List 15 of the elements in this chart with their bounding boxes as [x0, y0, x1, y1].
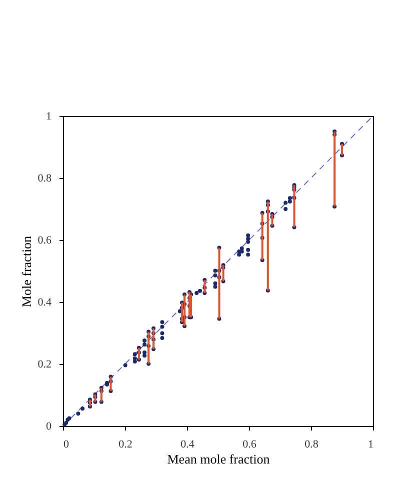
x-tick-label: 0.6 [242, 438, 257, 450]
y-tick-label: 0.8 [38, 172, 52, 184]
x-tick-label: 0.4 [180, 438, 195, 450]
y-tick-label: 0 [46, 420, 52, 432]
x-tick-label: 1 [368, 438, 374, 450]
y-tick-label: 0.2 [38, 358, 52, 370]
y-tick-label: 0.6 [38, 234, 52, 246]
x-tick-label: 0.8 [304, 438, 319, 450]
y-tick-label: 1 [46, 110, 52, 122]
y-tick-label: 0.4 [38, 296, 52, 308]
x-tick-label: 0 [64, 438, 70, 450]
x-tick-label: 0.2 [118, 438, 132, 450]
bar [204, 280, 206, 294]
x-axis-title: Mean mole fraction [167, 452, 270, 466]
y-axis-title: Mole fraction [18, 235, 34, 308]
